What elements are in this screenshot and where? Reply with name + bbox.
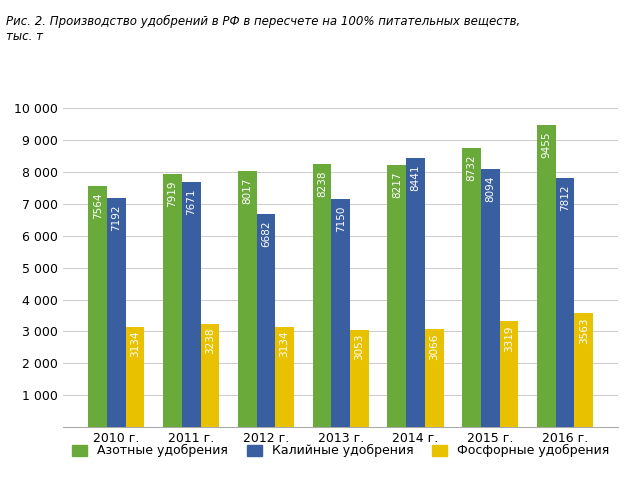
Text: 8217: 8217 [392,171,402,198]
Text: 9455: 9455 [541,132,551,158]
Bar [537,125,556,427]
Text: 7564: 7564 [93,192,103,218]
Bar [201,324,219,427]
Text: 6682: 6682 [261,220,271,247]
Bar [107,198,126,427]
Bar [163,174,182,427]
Bar [182,182,201,427]
Bar [88,186,107,427]
Bar [350,330,369,427]
Text: 7671: 7671 [186,189,196,215]
Text: 8094: 8094 [485,175,495,202]
Text: 7919: 7919 [167,181,177,207]
Text: 8441: 8441 [411,164,420,191]
Bar [126,327,144,427]
Bar [257,214,275,427]
Bar [406,158,425,427]
Text: 3563: 3563 [579,317,589,344]
Bar [556,178,574,427]
Bar [275,327,294,427]
Legend: Азотные удобрения, Калийные удобрения, Фосфорные удобрения: Азотные удобрения, Калийные удобрения, Ф… [67,439,615,463]
Bar [331,199,350,427]
Text: 7150: 7150 [336,205,346,232]
Text: 3319: 3319 [504,325,514,352]
Text: 8017: 8017 [242,178,252,204]
Text: 3134: 3134 [130,331,140,357]
Text: 8238: 8238 [317,171,327,197]
Bar [425,329,444,427]
Bar [238,171,257,427]
Bar [481,169,500,427]
Bar [387,165,406,427]
Bar [574,313,593,427]
Text: 7812: 7812 [560,184,570,211]
Text: Рис. 2. Производство удобрений в РФ в пересчете на 100% питательных веществ,
тыс: Рис. 2. Производство удобрений в РФ в пе… [6,15,521,43]
Text: 8732: 8732 [466,155,476,181]
Text: 3238: 3238 [205,327,215,354]
Bar [500,321,518,427]
Bar [313,164,331,427]
Text: 3134: 3134 [280,331,290,357]
Text: 7192: 7192 [112,204,121,230]
Text: 3066: 3066 [429,333,439,359]
Text: 3053: 3053 [355,333,365,360]
Bar [463,148,481,427]
